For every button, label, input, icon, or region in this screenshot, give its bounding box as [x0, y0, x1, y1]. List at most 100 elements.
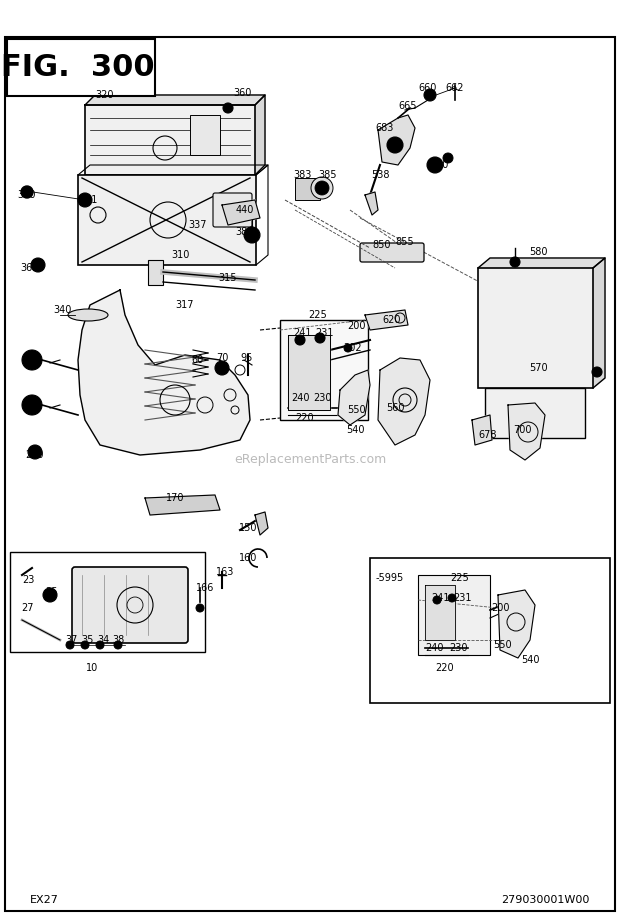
Text: 202: 202: [343, 343, 362, 353]
Text: 310: 310: [171, 250, 189, 260]
Bar: [7, 39, 155, 96]
Polygon shape: [255, 512, 268, 535]
Text: 60: 60: [192, 355, 204, 365]
Bar: [485, 388, 585, 438]
Text: 315: 315: [219, 273, 237, 283]
Circle shape: [510, 257, 520, 267]
Text: 241: 241: [294, 328, 312, 338]
Ellipse shape: [311, 177, 333, 199]
Text: 361: 361: [79, 195, 97, 205]
Circle shape: [223, 103, 233, 113]
Circle shape: [22, 395, 42, 415]
Text: 220: 220: [296, 413, 314, 423]
FancyBboxPatch shape: [360, 243, 424, 262]
Polygon shape: [365, 310, 408, 330]
Text: 365: 365: [20, 263, 39, 273]
Text: 383: 383: [293, 170, 311, 180]
Bar: [190, 115, 220, 155]
Circle shape: [315, 181, 329, 195]
Bar: [78, 175, 256, 265]
Circle shape: [21, 186, 33, 198]
Text: 166: 166: [196, 583, 214, 593]
Circle shape: [424, 89, 436, 101]
Text: 662: 662: [446, 83, 464, 93]
Circle shape: [66, 641, 74, 649]
Polygon shape: [78, 290, 250, 455]
Text: 660: 660: [419, 83, 437, 93]
Text: 570: 570: [529, 363, 547, 373]
Text: 550: 550: [493, 640, 512, 650]
Circle shape: [448, 594, 456, 602]
Polygon shape: [288, 335, 330, 410]
Circle shape: [433, 596, 441, 604]
Text: 38: 38: [112, 635, 124, 645]
Text: 90: 90: [24, 400, 36, 410]
Circle shape: [244, 227, 260, 243]
Text: 170: 170: [166, 493, 184, 503]
Text: 80: 80: [24, 355, 36, 365]
Polygon shape: [508, 403, 545, 460]
Text: 279030001W00: 279030001W00: [502, 895, 590, 905]
Text: 10: 10: [86, 663, 98, 673]
Circle shape: [28, 445, 42, 459]
Bar: [280, 320, 368, 420]
Text: 290: 290: [26, 450, 44, 460]
Bar: [295, 178, 320, 200]
Polygon shape: [365, 192, 378, 215]
FancyBboxPatch shape: [72, 567, 188, 643]
Text: 700: 700: [513, 425, 531, 435]
Text: 200: 200: [491, 603, 509, 613]
Text: 241: 241: [431, 593, 450, 603]
Text: 34: 34: [97, 635, 109, 645]
Polygon shape: [472, 415, 492, 445]
Text: 163: 163: [216, 567, 234, 577]
Text: 540: 540: [521, 655, 539, 665]
Circle shape: [443, 153, 453, 163]
Polygon shape: [222, 200, 260, 225]
Ellipse shape: [68, 309, 108, 321]
Text: 320: 320: [95, 90, 114, 100]
Circle shape: [215, 361, 229, 375]
Text: 580: 580: [529, 247, 547, 257]
Text: 225: 225: [451, 573, 469, 583]
Circle shape: [43, 588, 57, 602]
Text: 27: 27: [22, 603, 34, 613]
Text: 850: 850: [373, 240, 391, 250]
Text: 385: 385: [319, 170, 337, 180]
Polygon shape: [85, 95, 265, 105]
Text: 387: 387: [236, 227, 254, 237]
Text: -5995: -5995: [376, 573, 404, 583]
Text: 23: 23: [22, 575, 34, 585]
Text: 350: 350: [18, 190, 36, 200]
Circle shape: [96, 641, 104, 649]
Circle shape: [78, 193, 92, 207]
Text: 25: 25: [46, 587, 58, 597]
Text: 35: 35: [82, 635, 94, 645]
Polygon shape: [498, 590, 535, 658]
Circle shape: [295, 335, 305, 345]
Bar: [478, 268, 593, 388]
Bar: [85, 105, 255, 175]
Text: 230: 230: [449, 643, 467, 653]
Text: 620: 620: [383, 315, 401, 325]
Text: 440: 440: [236, 205, 254, 215]
Polygon shape: [378, 115, 415, 165]
Text: 231: 231: [316, 328, 334, 338]
Text: 360: 360: [233, 88, 251, 98]
Text: 230: 230: [312, 393, 331, 403]
Text: 160: 160: [239, 553, 257, 563]
Text: 683: 683: [376, 123, 394, 133]
Polygon shape: [478, 258, 605, 268]
Circle shape: [22, 350, 42, 370]
Text: 665: 665: [399, 101, 417, 111]
Circle shape: [592, 367, 602, 377]
Bar: [370, 558, 610, 703]
Polygon shape: [145, 495, 220, 515]
Text: 200: 200: [347, 321, 365, 331]
Text: 560: 560: [386, 403, 404, 413]
Polygon shape: [338, 370, 370, 425]
Bar: [418, 575, 490, 655]
Text: 220: 220: [436, 663, 454, 673]
Text: 317: 317: [175, 300, 194, 310]
Circle shape: [344, 344, 352, 352]
